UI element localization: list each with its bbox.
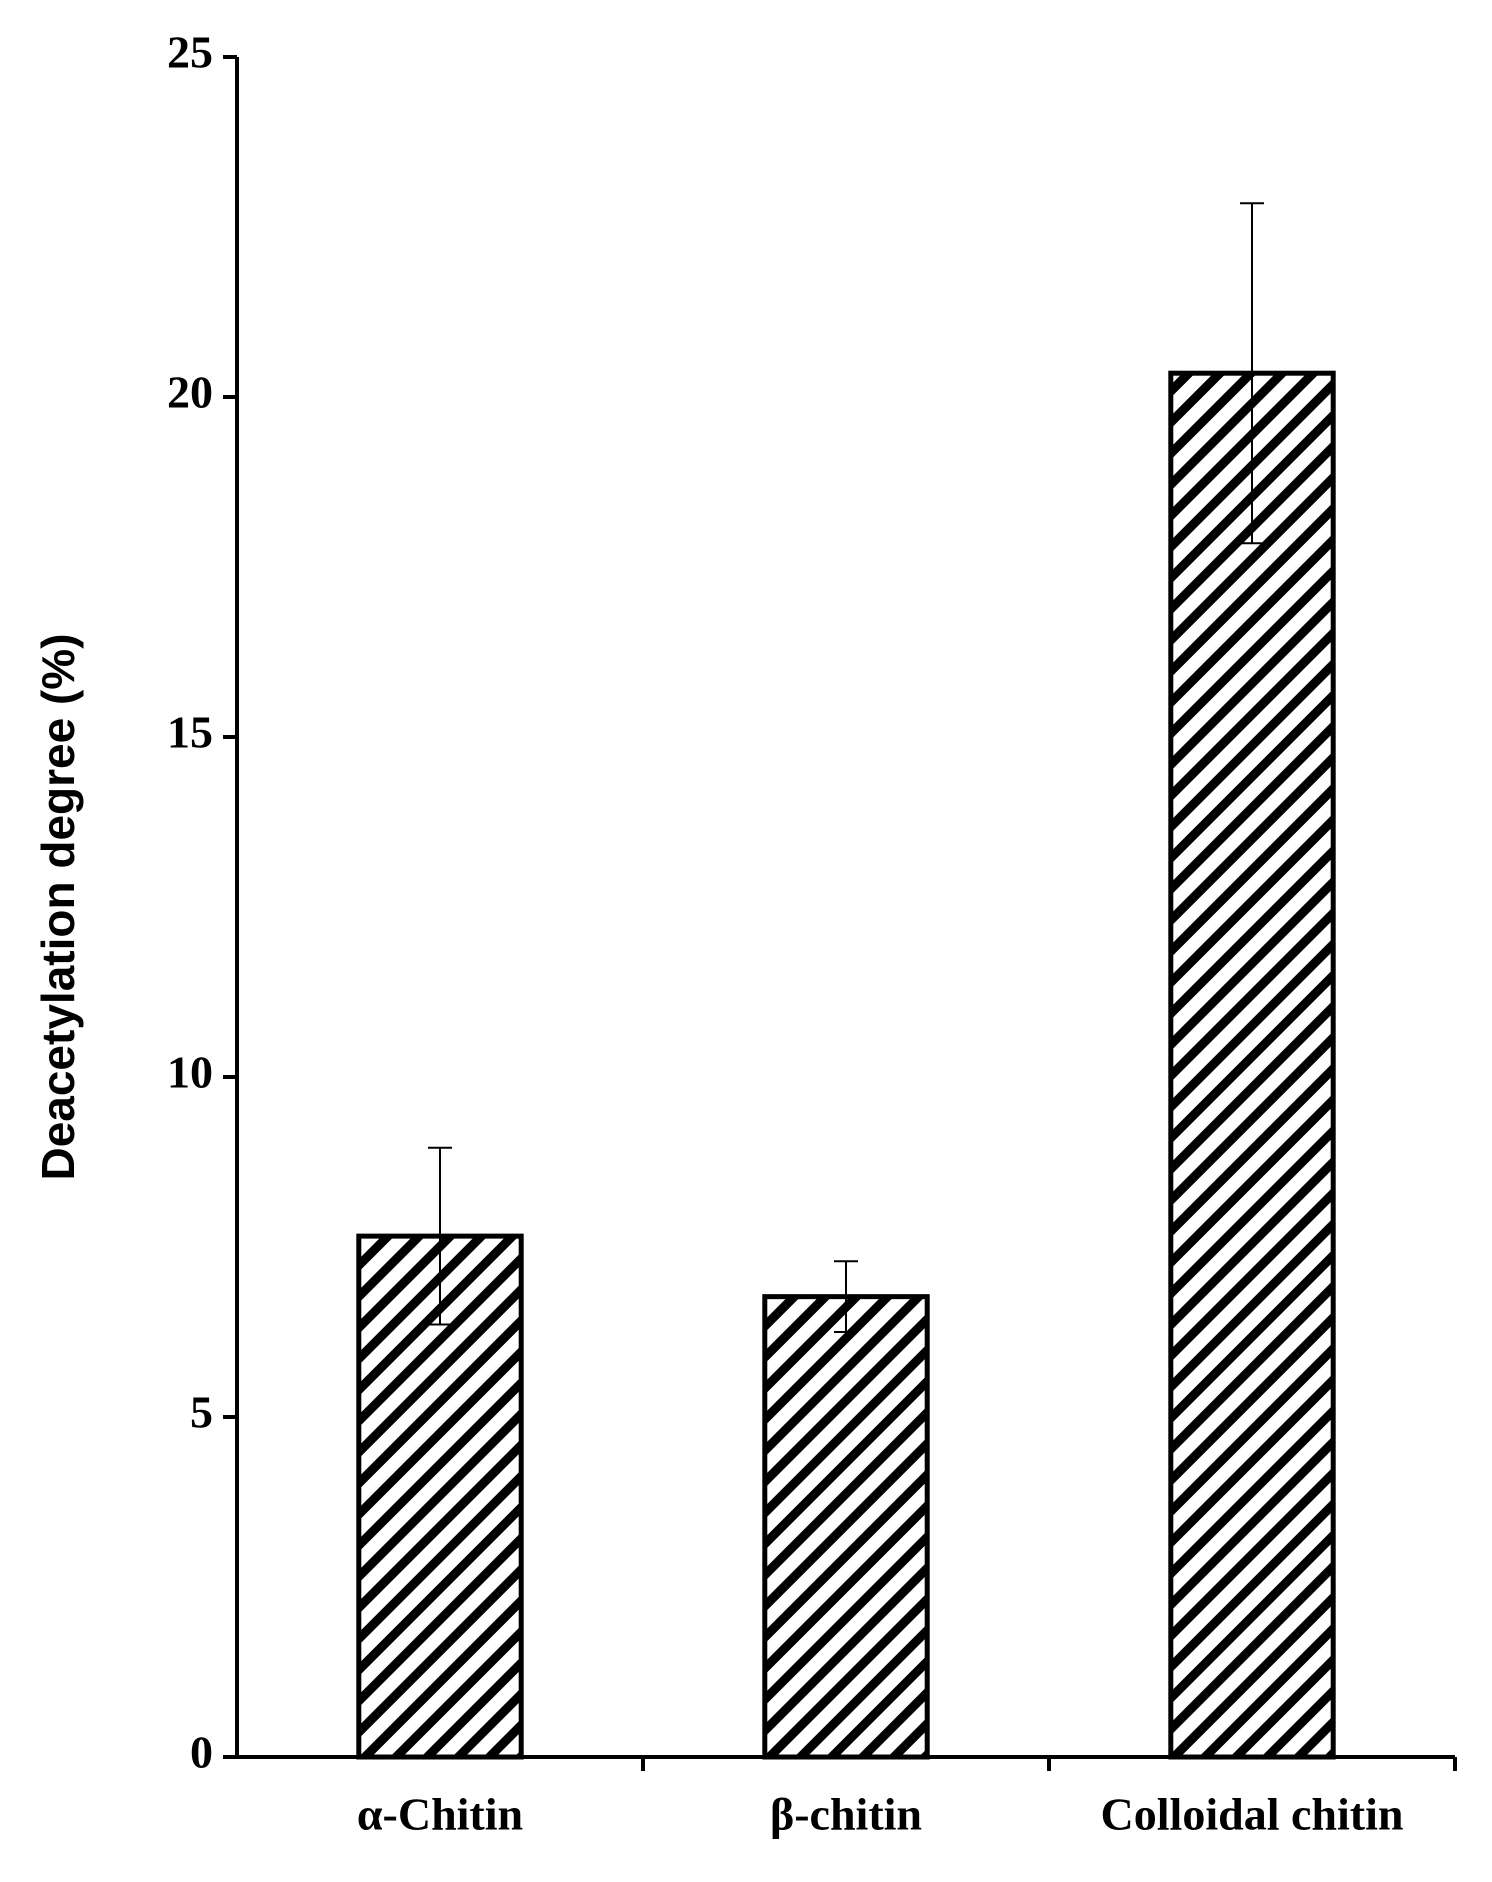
y-tick-label: 25	[167, 27, 213, 78]
x-tick-label: Colloidal chitin	[1101, 1789, 1404, 1840]
y-tick-label: 5	[190, 1387, 213, 1438]
y-tick-label: 20	[167, 367, 213, 418]
bar	[762, 1294, 930, 1760]
y-axis-label: Deacetylation degree (%)	[32, 633, 84, 1180]
x-tick-label: α-Chitin	[357, 1789, 523, 1840]
x-tick-label: β-chitin	[770, 1789, 922, 1840]
error-bar	[1240, 202, 1264, 545]
error-bar	[834, 1260, 858, 1333]
y-tick-label: 0	[190, 1727, 213, 1778]
error-bar	[428, 1146, 452, 1326]
bar	[1168, 370, 1336, 1760]
y-tick-label: 15	[167, 707, 213, 758]
y-tick-label: 10	[167, 1047, 213, 1098]
